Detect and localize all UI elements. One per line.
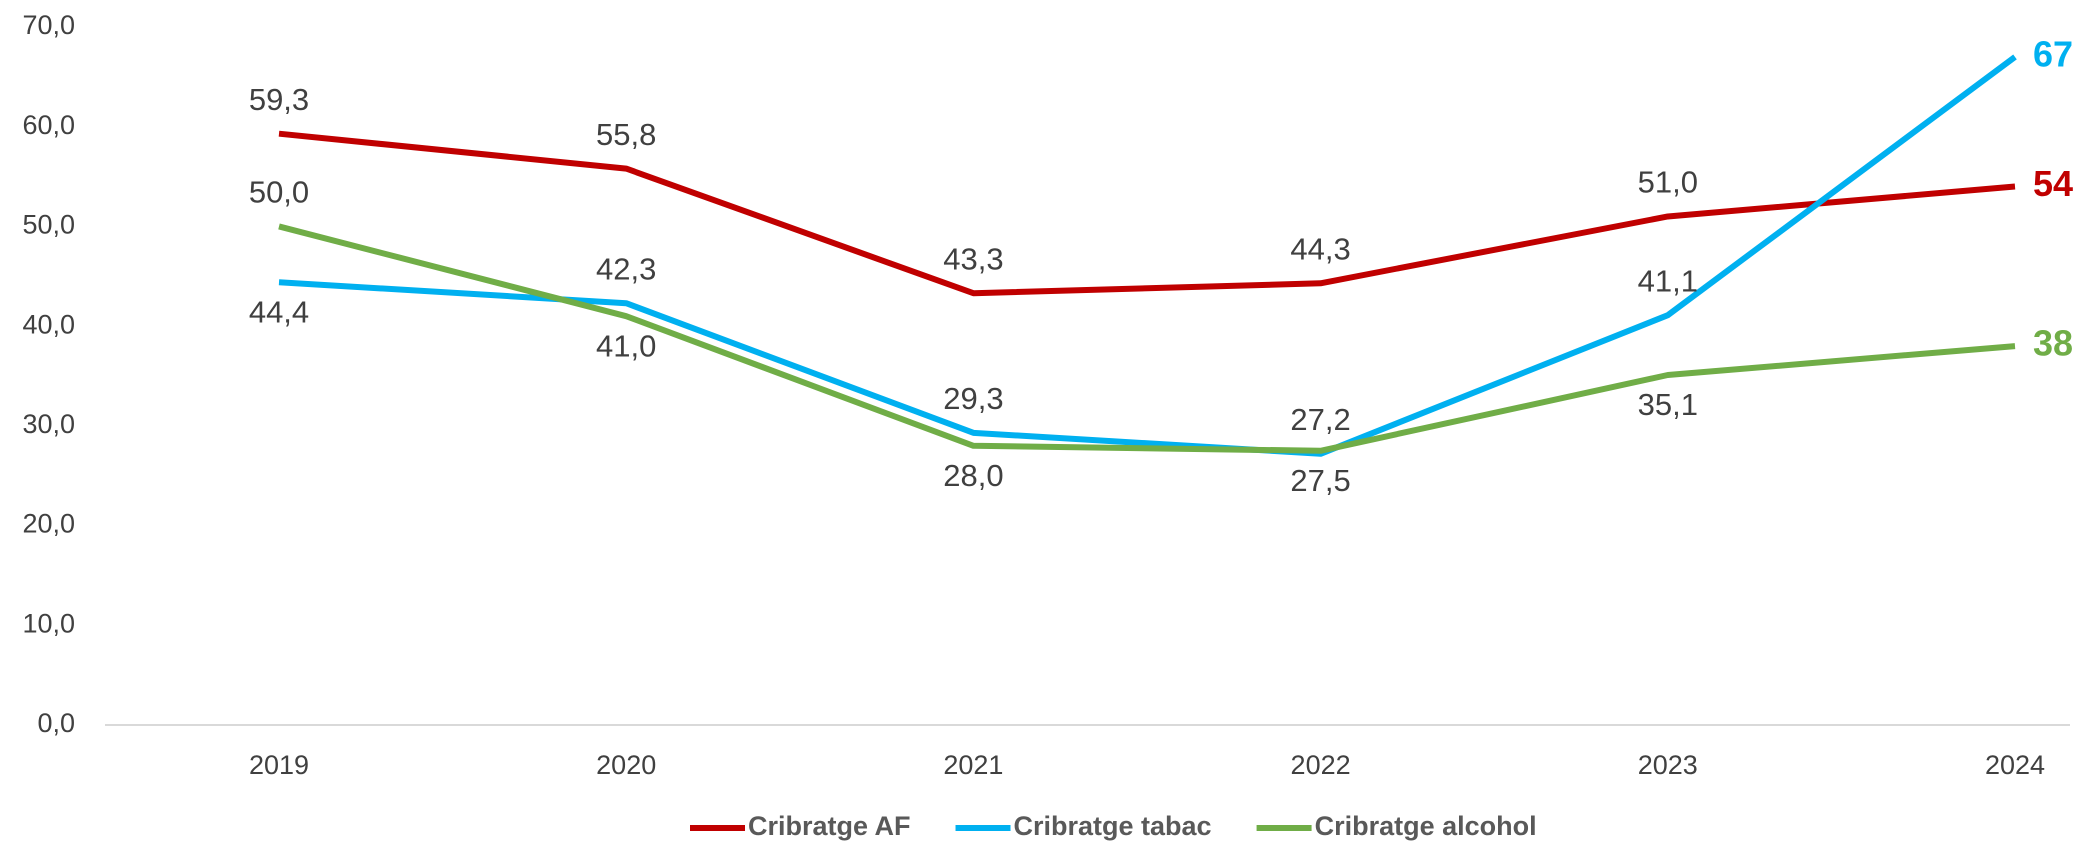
line-series	[278, 54, 2017, 457]
data-label: 51,0	[1638, 165, 1698, 200]
legend-label: Cribratge AF	[748, 811, 911, 841]
data-label: 28,0	[943, 458, 1003, 493]
y-tick-label: 20,0	[22, 509, 75, 539]
data-label: 41,0	[596, 328, 656, 363]
y-tick-label: 70,0	[22, 10, 75, 40]
data-label: 27,2	[1290, 402, 1350, 437]
data-label: 55,8	[596, 117, 656, 152]
x-tick-label: 2019	[249, 750, 309, 780]
data-label: 59,3	[249, 82, 309, 117]
x-tick-label: 2021	[943, 750, 1003, 780]
x-tick-label: 2023	[1638, 750, 1698, 780]
x-tick-label: 2020	[596, 750, 656, 780]
data-label: 44,3	[1290, 231, 1350, 266]
data-label: 27,5	[1290, 463, 1350, 498]
y-tick-label: 60,0	[22, 110, 75, 140]
data-label: 41,1	[1638, 263, 1698, 298]
y-tick-label: 0,0	[37, 708, 75, 738]
y-tick-label: 40,0	[22, 309, 75, 339]
data-label: 44,4	[249, 294, 309, 329]
legend-label: Cribratge alcohol	[1315, 811, 1537, 841]
line-series	[278, 223, 2016, 454]
data-label: 50,0	[249, 175, 309, 210]
data-label: 35,1	[1638, 387, 1698, 422]
y-tick-label: 10,0	[22, 608, 75, 638]
y-tick-label: 30,0	[22, 409, 75, 439]
data-label: 43,3	[943, 241, 1003, 276]
data-label: 42,3	[596, 251, 656, 286]
legend-label: Cribratge tabac	[1014, 811, 1212, 841]
x-tick-label: 2022	[1291, 750, 1351, 780]
data-label: 54	[2033, 163, 2073, 204]
data-label: 29,3	[943, 381, 1003, 416]
x-tick-label: 2024	[1985, 750, 2045, 780]
data-label: 67	[2033, 33, 2073, 74]
data-label: 38	[2033, 323, 2073, 364]
y-tick-label: 50,0	[22, 210, 75, 240]
line-series	[278, 130, 2016, 297]
